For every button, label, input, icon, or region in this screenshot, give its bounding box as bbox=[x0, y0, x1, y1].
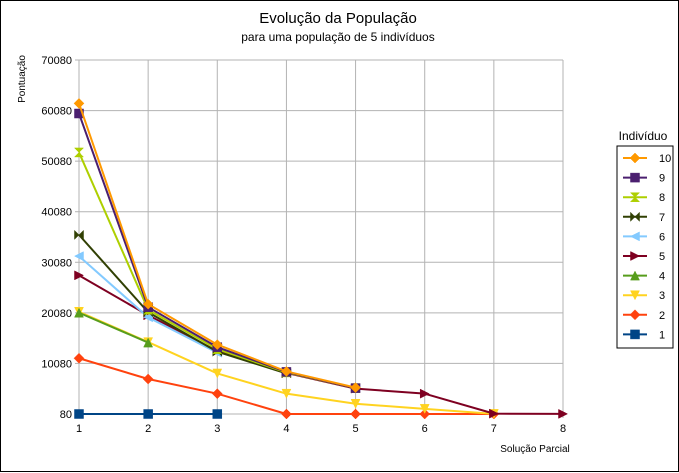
legend-marker bbox=[630, 172, 640, 183]
x-tick-label: 1 bbox=[76, 423, 82, 435]
legend-label: 6 bbox=[659, 231, 665, 243]
series-10 bbox=[73, 98, 361, 393]
y-tick-label: 10080 bbox=[41, 358, 72, 370]
legend-label: 9 bbox=[659, 173, 665, 185]
legend-label: 2 bbox=[659, 310, 665, 322]
legend-label: 1 bbox=[659, 329, 665, 341]
data-point-series-2 bbox=[73, 352, 85, 364]
data-point-series-3 bbox=[212, 368, 223, 379]
legend-label: 3 bbox=[659, 290, 665, 302]
y-tick-label: 60080 bbox=[41, 106, 72, 118]
data-point-series-5 bbox=[74, 270, 85, 281]
legend-item-7: 7 bbox=[623, 211, 665, 224]
legend-item-1: 1 bbox=[623, 329, 665, 341]
series-4 bbox=[74, 307, 154, 348]
data-point-series-6 bbox=[143, 312, 153, 323]
plot-area bbox=[79, 60, 563, 414]
legend-marker bbox=[630, 211, 640, 222]
legend-marker bbox=[629, 231, 640, 242]
y-tick-label: 70080 bbox=[41, 55, 72, 67]
legend-item-9: 9 bbox=[623, 173, 665, 185]
data-point-series-7 bbox=[74, 229, 84, 240]
chart-subtitle: para uma população de 5 indivíduos bbox=[241, 30, 434, 44]
y-axis-label: Pontuação bbox=[17, 55, 28, 103]
legend-item-5: 5 bbox=[623, 251, 665, 263]
legend-item-4: 4 bbox=[623, 270, 665, 283]
data-point-series-5 bbox=[419, 388, 430, 399]
data-point-series-2 bbox=[142, 373, 154, 385]
y-tick-label: 30080 bbox=[41, 257, 72, 269]
data-point-series-2 bbox=[281, 408, 292, 420]
legend-label: 8 bbox=[659, 192, 665, 204]
data-point-series-3 bbox=[350, 399, 361, 409]
x-axis-label: Solução Parcial bbox=[500, 444, 569, 455]
y-tick-label: 40080 bbox=[41, 207, 72, 219]
x-tick-label: 8 bbox=[560, 423, 566, 435]
legend-title: Indivíduo bbox=[619, 129, 668, 143]
legend-item-3: 3 bbox=[623, 290, 665, 302]
legend-marker bbox=[630, 270, 640, 281]
data-point-series-10 bbox=[281, 366, 292, 377]
legend-label: 7 bbox=[659, 212, 665, 224]
data-point-series-4 bbox=[143, 337, 154, 348]
y-tick-label: 50080 bbox=[41, 156, 72, 168]
legend-label: 5 bbox=[659, 251, 665, 263]
legend-item-6: 6 bbox=[623, 231, 665, 243]
data-point-series-3 bbox=[419, 404, 430, 414]
chart-title: Evolução da População bbox=[259, 10, 417, 27]
data-point-series-8 bbox=[73, 147, 85, 158]
legend-item-10: 10 bbox=[623, 152, 671, 165]
y-tick-label: 80 bbox=[60, 409, 72, 421]
data-point-series-1 bbox=[74, 409, 84, 419]
legend: 10 9 8 7 6 5 4 3 2 1 bbox=[616, 145, 674, 349]
series-line-4 bbox=[78, 311, 149, 344]
data-point-series-10 bbox=[211, 339, 223, 350]
series-line-7 bbox=[78, 234, 287, 375]
data-point-series-3 bbox=[281, 388, 292, 399]
legend-marker bbox=[630, 290, 640, 301]
y-tick-label: 20080 bbox=[41, 308, 72, 320]
data-point-series-1 bbox=[143, 409, 153, 419]
x-tick-label: 3 bbox=[214, 423, 220, 435]
x-tick-label: 2 bbox=[145, 423, 151, 435]
legend-marker bbox=[629, 192, 641, 202]
legend-item-2: 2 bbox=[623, 309, 665, 322]
x-tick-label: 7 bbox=[491, 423, 497, 435]
data-point-series-10 bbox=[73, 98, 85, 109]
legend-label: 4 bbox=[659, 271, 665, 283]
x-tick-label: 6 bbox=[422, 423, 428, 435]
legend-marker bbox=[629, 309, 641, 321]
x-tick-label: 4 bbox=[283, 423, 289, 435]
data-point-series-2 bbox=[211, 388, 223, 400]
x-tick-label: 5 bbox=[353, 423, 359, 435]
data-point-series-10 bbox=[142, 298, 154, 310]
legend-marker bbox=[630, 251, 641, 261]
data-point-series-2 bbox=[350, 408, 361, 420]
grid bbox=[78, 59, 564, 415]
legend-label: 10 bbox=[659, 153, 671, 165]
data-point-series-4 bbox=[74, 307, 84, 318]
legend-marker bbox=[630, 329, 640, 340]
data-point-series-6 bbox=[73, 251, 84, 262]
legend-marker bbox=[629, 152, 641, 164]
legend-item-8: 8 bbox=[623, 192, 665, 204]
series-group bbox=[73, 98, 569, 420]
series-1 bbox=[74, 409, 223, 419]
data-point-series-10 bbox=[350, 382, 361, 393]
data-point-series-1 bbox=[212, 409, 223, 419]
series-2 bbox=[73, 352, 500, 420]
data-point-series-2 bbox=[419, 408, 431, 420]
data-point-series-5 bbox=[558, 408, 569, 419]
data-point-series-5 bbox=[489, 408, 499, 419]
